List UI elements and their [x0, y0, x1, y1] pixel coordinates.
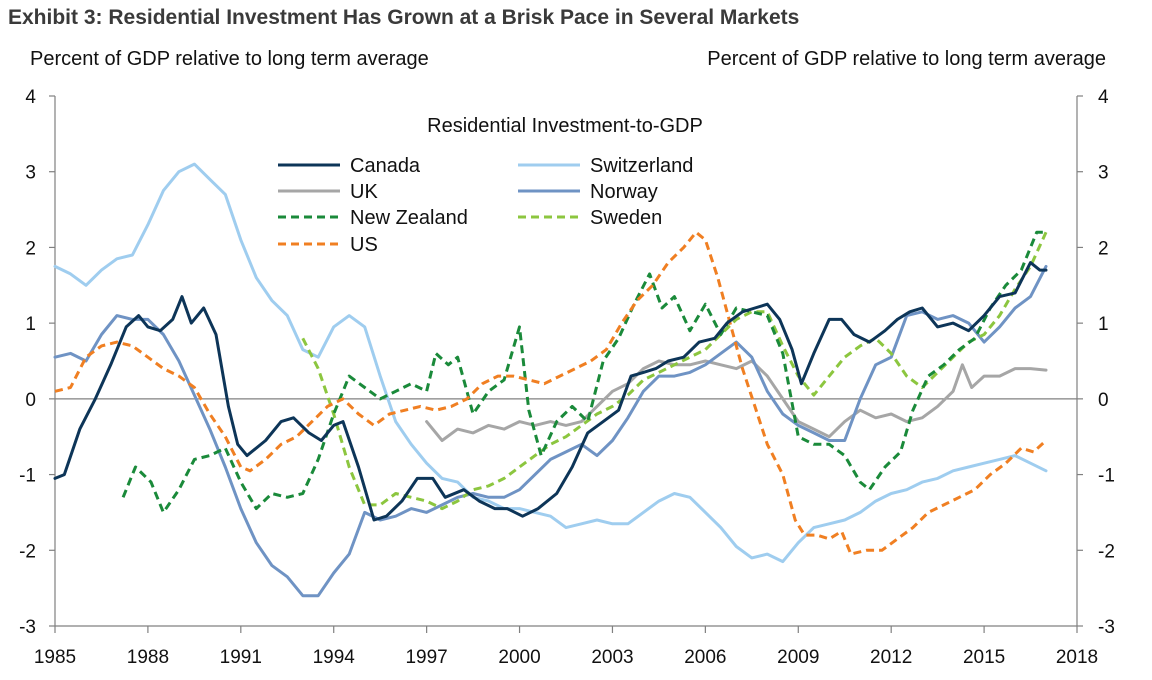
- exhibit-title: Exhibit 3: Residential Investment Has Gr…: [8, 6, 800, 29]
- y-tick-label-right: 2: [1098, 238, 1109, 259]
- y-tick-label-left: 0: [25, 390, 36, 411]
- y-tick-label-left: 4: [25, 87, 36, 108]
- x-tick-label: 2000: [498, 647, 540, 668]
- x-tick-label: 2009: [777, 647, 819, 668]
- y-tick-label-right: -2: [1098, 541, 1115, 562]
- x-tick-label: 2018: [1056, 647, 1098, 668]
- y-axis-label-left: Percent of GDP relative to long term ave…: [30, 48, 429, 70]
- x-tick-label: 1997: [405, 647, 447, 668]
- x-tick-label: 1994: [313, 647, 356, 668]
- series-line-uk: [425, 359, 1048, 442]
- x-tick-label: 1985: [34, 647, 76, 668]
- y-tick-label-left: -2: [19, 541, 36, 562]
- legend-label-sweden: Sweden: [590, 207, 662, 229]
- legend-label-uk: UK: [350, 181, 378, 203]
- x-tick-label: 1988: [127, 647, 169, 668]
- x-tick-label: 2003: [591, 647, 633, 668]
- series-line-canada: [53, 261, 1048, 522]
- legend-label-norway: Norway: [590, 181, 658, 203]
- series-line-norway: [53, 264, 1048, 598]
- chart-title: Residential Investment-to-GDP: [427, 115, 703, 137]
- x-tick-label: 2006: [684, 647, 726, 668]
- y-tick-label-right: 4: [1098, 87, 1109, 108]
- series-line-switzerland: [53, 162, 1048, 564]
- series-line-new-zealand: [121, 230, 1046, 514]
- series-lines: [53, 162, 1048, 598]
- y-tick-label-left: 2: [25, 238, 36, 259]
- y-tick-label-left: 1: [25, 314, 36, 335]
- x-tick-label: 2012: [870, 647, 912, 668]
- legend-label-canada: Canada: [350, 155, 421, 177]
- axis-ticks: 4 4 3 3 2 2 1 1 0 0 -1 -1 -2 -2 -3 -3 1985 1988 1991 1994 19…: [19, 87, 1115, 668]
- legend-label-new-zealand: New Zealand: [350, 207, 468, 229]
- y-tick-label-right: -3: [1098, 617, 1115, 638]
- y-tick-label-right: 0: [1098, 390, 1109, 411]
- plot-frame: [54, 96, 1078, 627]
- legend: Canada UK New Zealand US Switzerland Norway Sw…: [278, 155, 693, 256]
- y-tick-label-left: -1: [19, 466, 36, 487]
- y-tick-label-left: 3: [25, 163, 36, 184]
- y-tick-label-right: 1: [1098, 314, 1109, 335]
- y-tick-label-right: 3: [1098, 163, 1109, 184]
- legend-label-switzerland: Switzerland: [590, 155, 693, 177]
- series-line-us: [54, 230, 1048, 556]
- x-tick-label: 1991: [220, 647, 262, 668]
- y-axis-label-right: Percent of GDP relative to long term ave…: [707, 48, 1106, 70]
- y-tick-label-right: -1: [1098, 466, 1115, 487]
- series-line-sweden: [301, 231, 1048, 511]
- y-tick-label-left: -3: [19, 617, 36, 638]
- legend-label-us: US: [350, 234, 378, 256]
- x-tick-label: 2015: [963, 647, 1005, 668]
